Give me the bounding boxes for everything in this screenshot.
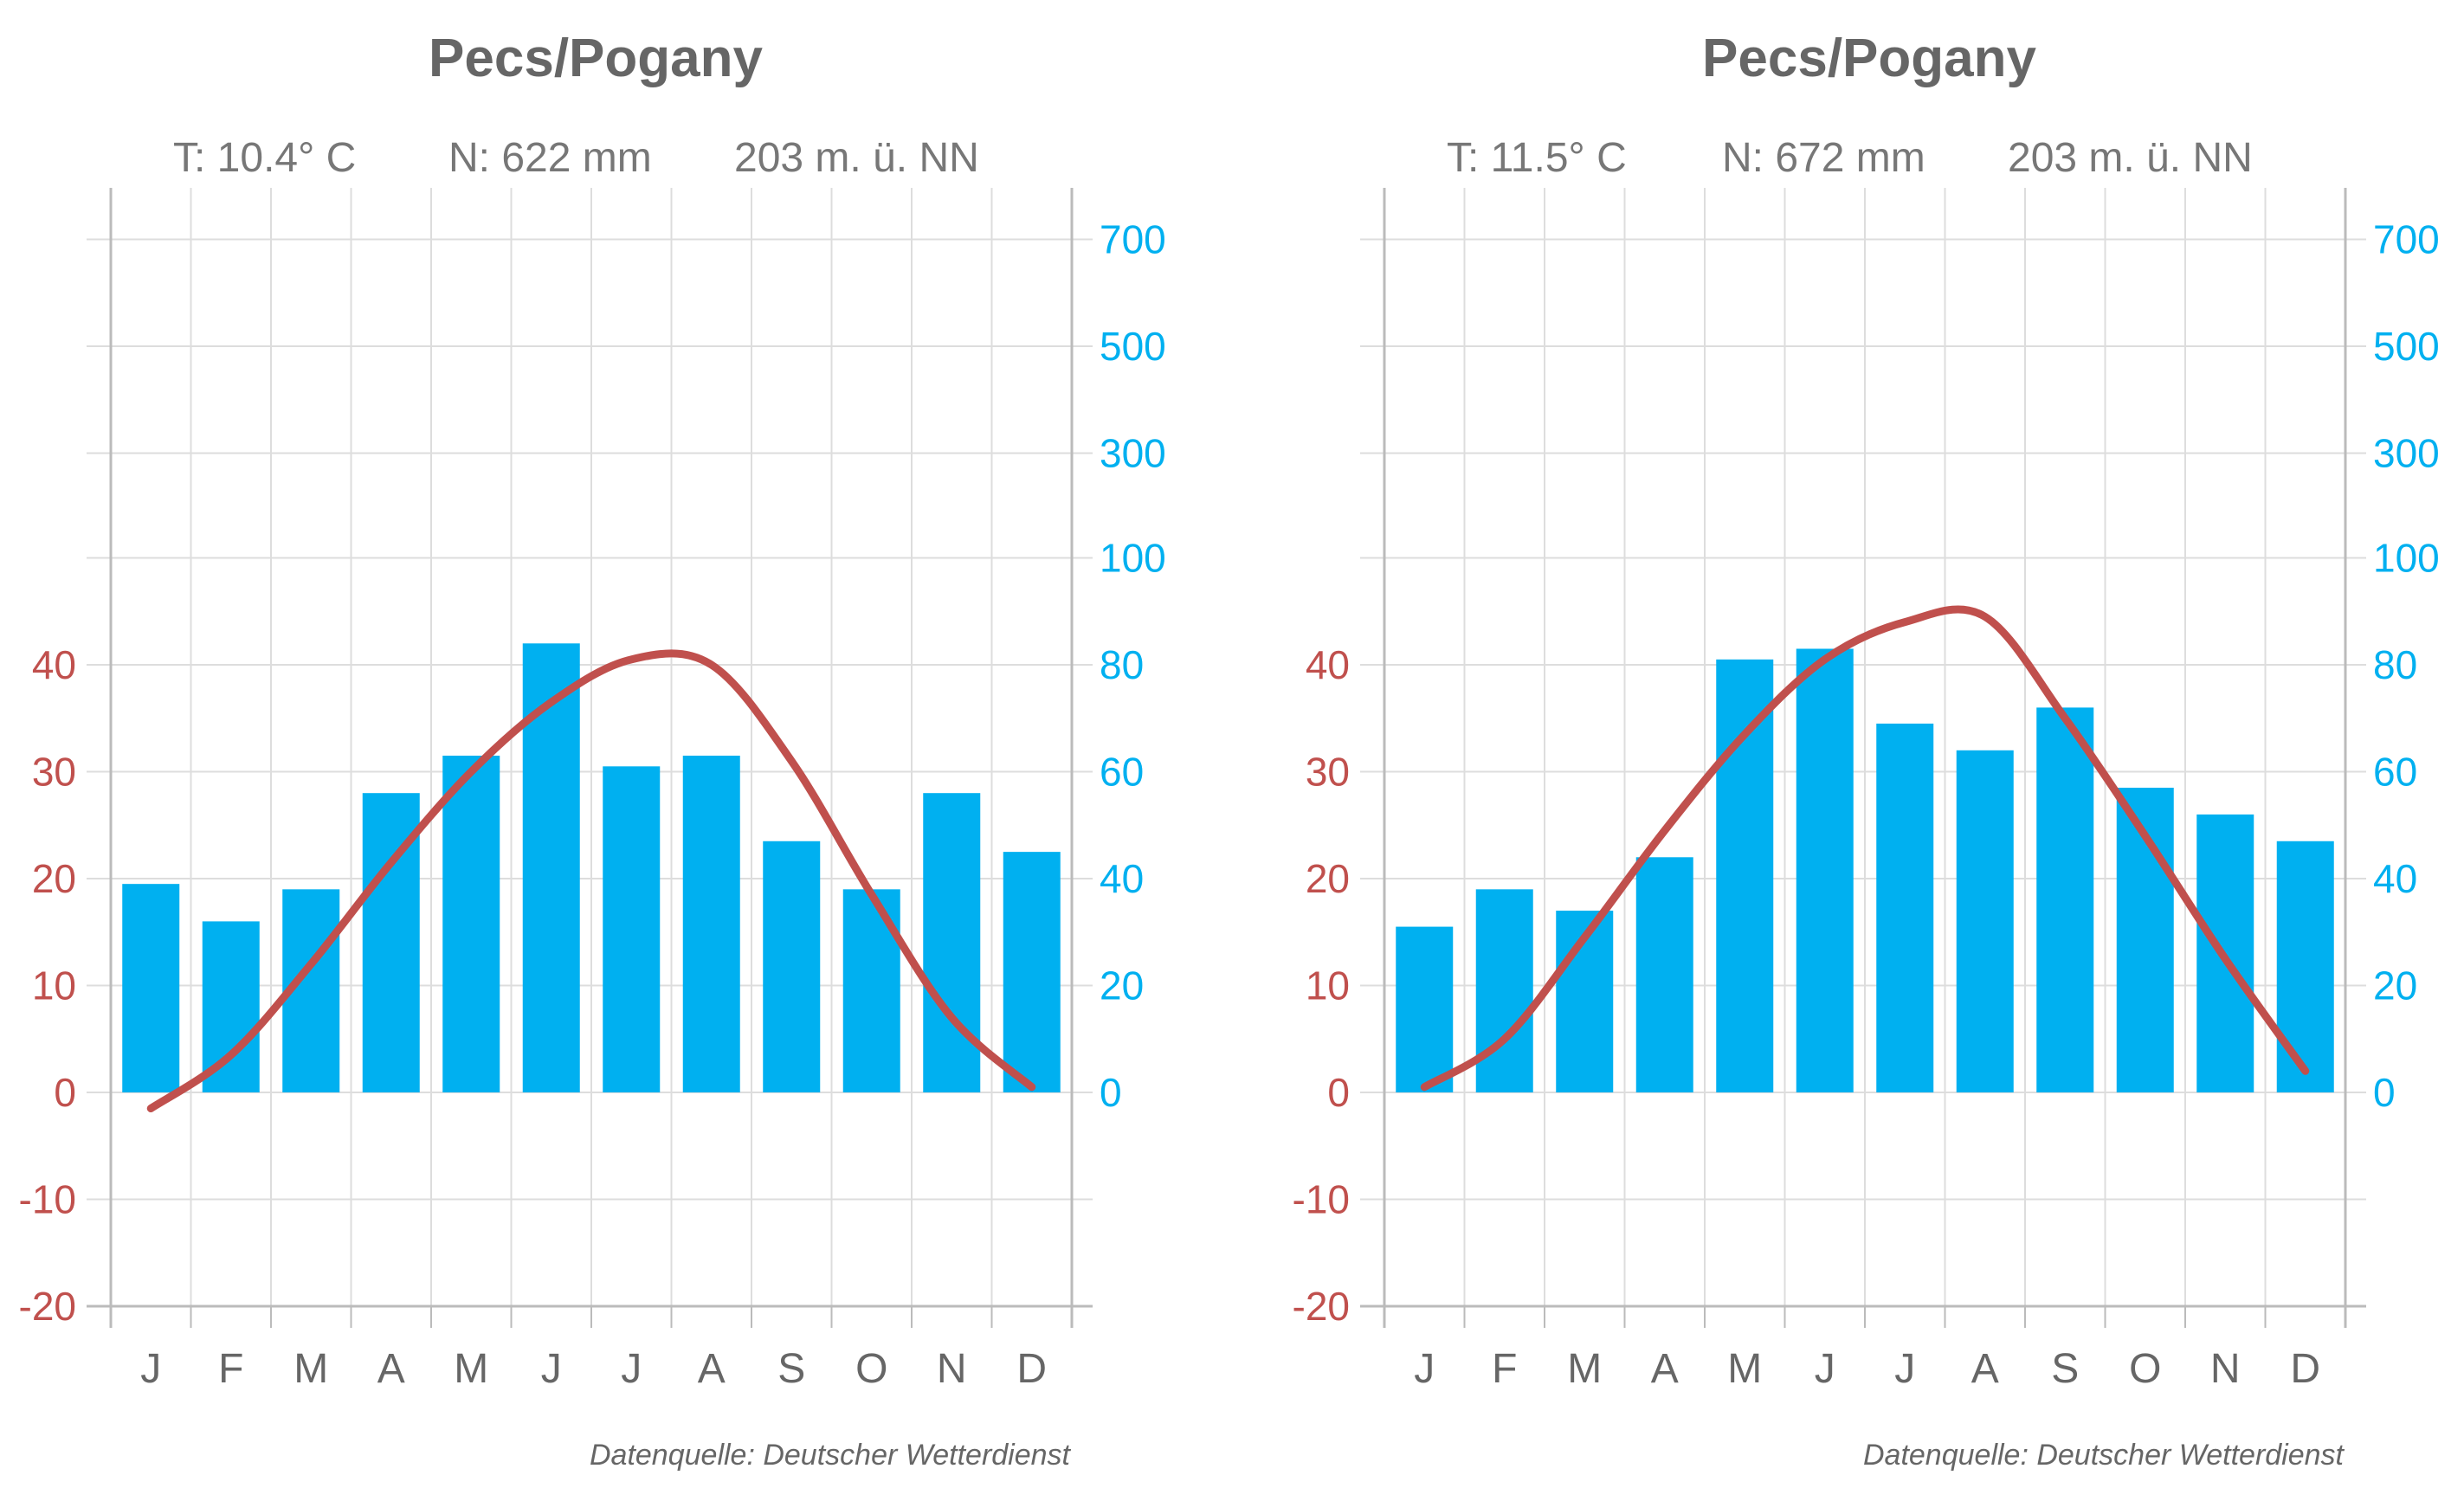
- precipitation-tick-label: 80: [2373, 642, 2417, 687]
- month-label: N: [2210, 1346, 2241, 1392]
- month-label: M: [293, 1346, 328, 1392]
- temperature-tick-label: 40: [32, 642, 76, 687]
- precipitation-bar: [2276, 841, 2334, 1092]
- annual-precipitation: N: 672 mm: [1722, 135, 1925, 181]
- precipitation-tick-label: 40: [2373, 856, 2417, 901]
- month-label: A: [1651, 1346, 1679, 1392]
- precipitation-tick-label: 0: [1100, 1070, 1122, 1115]
- precipitation-bar: [122, 884, 180, 1092]
- precipitation-bar: [1876, 723, 1934, 1092]
- precipitation-bar: [1396, 926, 1454, 1092]
- temperature-line: [1420, 605, 2310, 1092]
- precipitation-bar: [842, 889, 900, 1092]
- temperature-tick-label: -10: [19, 1177, 76, 1222]
- data-source: Datenquelle: Deutscher Wetterdienst: [1863, 1439, 2345, 1472]
- precipitation-bar: [2036, 707, 2094, 1092]
- month-label: F: [1492, 1346, 1517, 1392]
- precipitation-bar: [202, 921, 260, 1092]
- month-label: N: [937, 1346, 967, 1392]
- precipitation-tick-label: 60: [1100, 750, 1144, 795]
- station-elevation: 203 m. ü. NN: [2008, 135, 2253, 181]
- temperature-tick-label: 20: [32, 856, 76, 901]
- temperature-tick-label: 30: [32, 750, 76, 795]
- month-label: D: [2290, 1346, 2320, 1392]
- station-elevation: 203 m. ü. NN: [734, 135, 979, 181]
- precipitation-bar: [763, 841, 821, 1092]
- month-label: J: [1414, 1346, 1435, 1392]
- precipitation-bar: [522, 643, 580, 1092]
- month-label: J: [1894, 1346, 1915, 1392]
- chart-title: Pecs/Pogany: [1702, 29, 2036, 88]
- precipitation-tick-label: 0: [2373, 1070, 2396, 1115]
- month-label: O: [2129, 1346, 2161, 1392]
- precipitation-tick-label: 60: [2373, 750, 2417, 795]
- temperature-tick-label: 30: [1306, 750, 1350, 795]
- temperature-tick-label: -20: [19, 1284, 76, 1329]
- precipitation-tick-label: 700: [2373, 217, 2440, 262]
- month-label: J: [541, 1346, 562, 1392]
- mean-temperature: T: 10.4° C: [173, 135, 356, 181]
- precipitation-bar: [1956, 750, 2014, 1092]
- month-label: A: [377, 1346, 405, 1392]
- precipitation-bar: [603, 766, 661, 1092]
- mean-temperature: T: 11.5° C: [1447, 135, 1627, 181]
- precipitation-tick-label: 700: [1100, 217, 1166, 262]
- temperature-tick-label: -20: [1293, 1284, 1350, 1329]
- temperature-tick-label: 10: [32, 963, 76, 1008]
- precipitation-bar: [442, 755, 500, 1092]
- precipitation-tick-label: 80: [1100, 642, 1144, 687]
- precipitation-tick-label: 40: [1100, 856, 1144, 901]
- month-label: J: [140, 1346, 161, 1392]
- precipitation-tick-label: 100: [2373, 536, 2440, 581]
- temperature-tick-label: 10: [1306, 963, 1350, 1008]
- precipitation-tick-label: 500: [2373, 324, 2440, 369]
- month-label: F: [218, 1346, 243, 1392]
- month-label: D: [1016, 1346, 1047, 1392]
- precipitation-tick-label: 300: [1100, 431, 1166, 476]
- data-source: Datenquelle: Deutscher Wetterdienst: [590, 1439, 1072, 1472]
- precipitation-tick-label: 20: [2373, 963, 2417, 1008]
- precipitation-tick-label: 100: [1100, 536, 1166, 581]
- month-label: A: [698, 1346, 726, 1392]
- temperature-tick-label: 0: [1327, 1070, 1350, 1115]
- precipitation-bar: [923, 793, 981, 1092]
- precipitation-bar: [1796, 648, 1854, 1092]
- climate-chart-left: -20 -10 0 10 20 30 40 0 20 40 60 80 100 300 500 700 J F M A…: [19, 29, 1166, 1472]
- precipitation-bar: [1635, 857, 1693, 1092]
- precipitation-tick-label: 500: [1100, 324, 1166, 369]
- precipitation-bar: [1475, 889, 1533, 1092]
- month-label: S: [2051, 1346, 2079, 1392]
- month-label: J: [1815, 1346, 1835, 1392]
- precipitation-bar: [1003, 852, 1061, 1092]
- precipitation-bar: [1716, 659, 1774, 1092]
- month-label: S: [777, 1346, 805, 1392]
- month-label: A: [1971, 1346, 1999, 1392]
- temperature-line: [146, 649, 1036, 1113]
- temperature-tick-label: -10: [1293, 1177, 1350, 1222]
- temperature-tick-label: 40: [1306, 642, 1350, 687]
- month-label: J: [621, 1346, 642, 1392]
- precipitation-tick-label: 20: [1100, 963, 1144, 1008]
- precipitation-tick-label: 300: [2373, 431, 2440, 476]
- month-label: M: [454, 1346, 488, 1392]
- climate-chart-right: -20 -10 0 10 20 30 40 0 20 40 60 80 100 300 500 700 J F M A…: [1293, 29, 2440, 1472]
- annual-precipitation: N: 622 mm: [448, 135, 652, 181]
- month-label: M: [1567, 1346, 1602, 1392]
- precipitation-bar: [682, 755, 740, 1092]
- month-label: O: [855, 1346, 887, 1392]
- temperature-tick-label: 20: [1306, 856, 1350, 901]
- month-label: M: [1727, 1346, 1762, 1392]
- chart-title: Pecs/Pogany: [429, 29, 763, 88]
- temperature-tick-label: 0: [54, 1070, 76, 1115]
